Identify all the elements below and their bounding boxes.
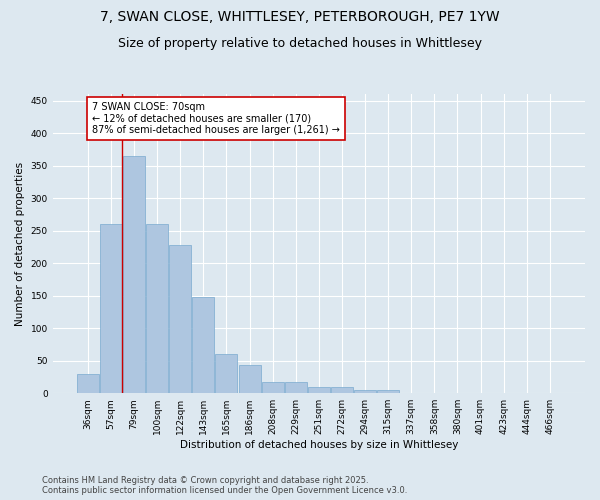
Bar <box>123 156 145 393</box>
Bar <box>446 392 469 393</box>
Bar <box>516 392 538 393</box>
Bar <box>146 224 168 393</box>
Bar <box>193 297 214 393</box>
Bar <box>424 392 445 393</box>
Bar <box>215 354 238 393</box>
Text: Size of property relative to detached houses in Whittlesey: Size of property relative to detached ho… <box>118 38 482 51</box>
X-axis label: Distribution of detached houses by size in Whittlesey: Distribution of detached houses by size … <box>179 440 458 450</box>
Bar <box>308 386 330 393</box>
Bar <box>100 224 122 393</box>
Text: 7 SWAN CLOSE: 70sqm
← 12% of detached houses are smaller (170)
87% of semi-detac: 7 SWAN CLOSE: 70sqm ← 12% of detached ho… <box>92 102 340 135</box>
Bar <box>493 392 515 393</box>
Text: 7, SWAN CLOSE, WHITTLESEY, PETERBOROUGH, PE7 1YW: 7, SWAN CLOSE, WHITTLESEY, PETERBOROUGH,… <box>100 10 500 24</box>
Bar <box>377 390 399 393</box>
Bar <box>400 392 422 393</box>
Bar <box>539 392 561 393</box>
Bar <box>169 245 191 393</box>
Text: Contains HM Land Registry data © Crown copyright and database right 2025.
Contai: Contains HM Land Registry data © Crown c… <box>42 476 407 495</box>
Bar <box>77 374 99 393</box>
Y-axis label: Number of detached properties: Number of detached properties <box>15 162 25 326</box>
Bar <box>285 382 307 393</box>
Bar <box>262 382 284 393</box>
Bar <box>331 386 353 393</box>
Bar <box>239 364 260 393</box>
Bar <box>470 392 491 393</box>
Bar <box>354 390 376 393</box>
